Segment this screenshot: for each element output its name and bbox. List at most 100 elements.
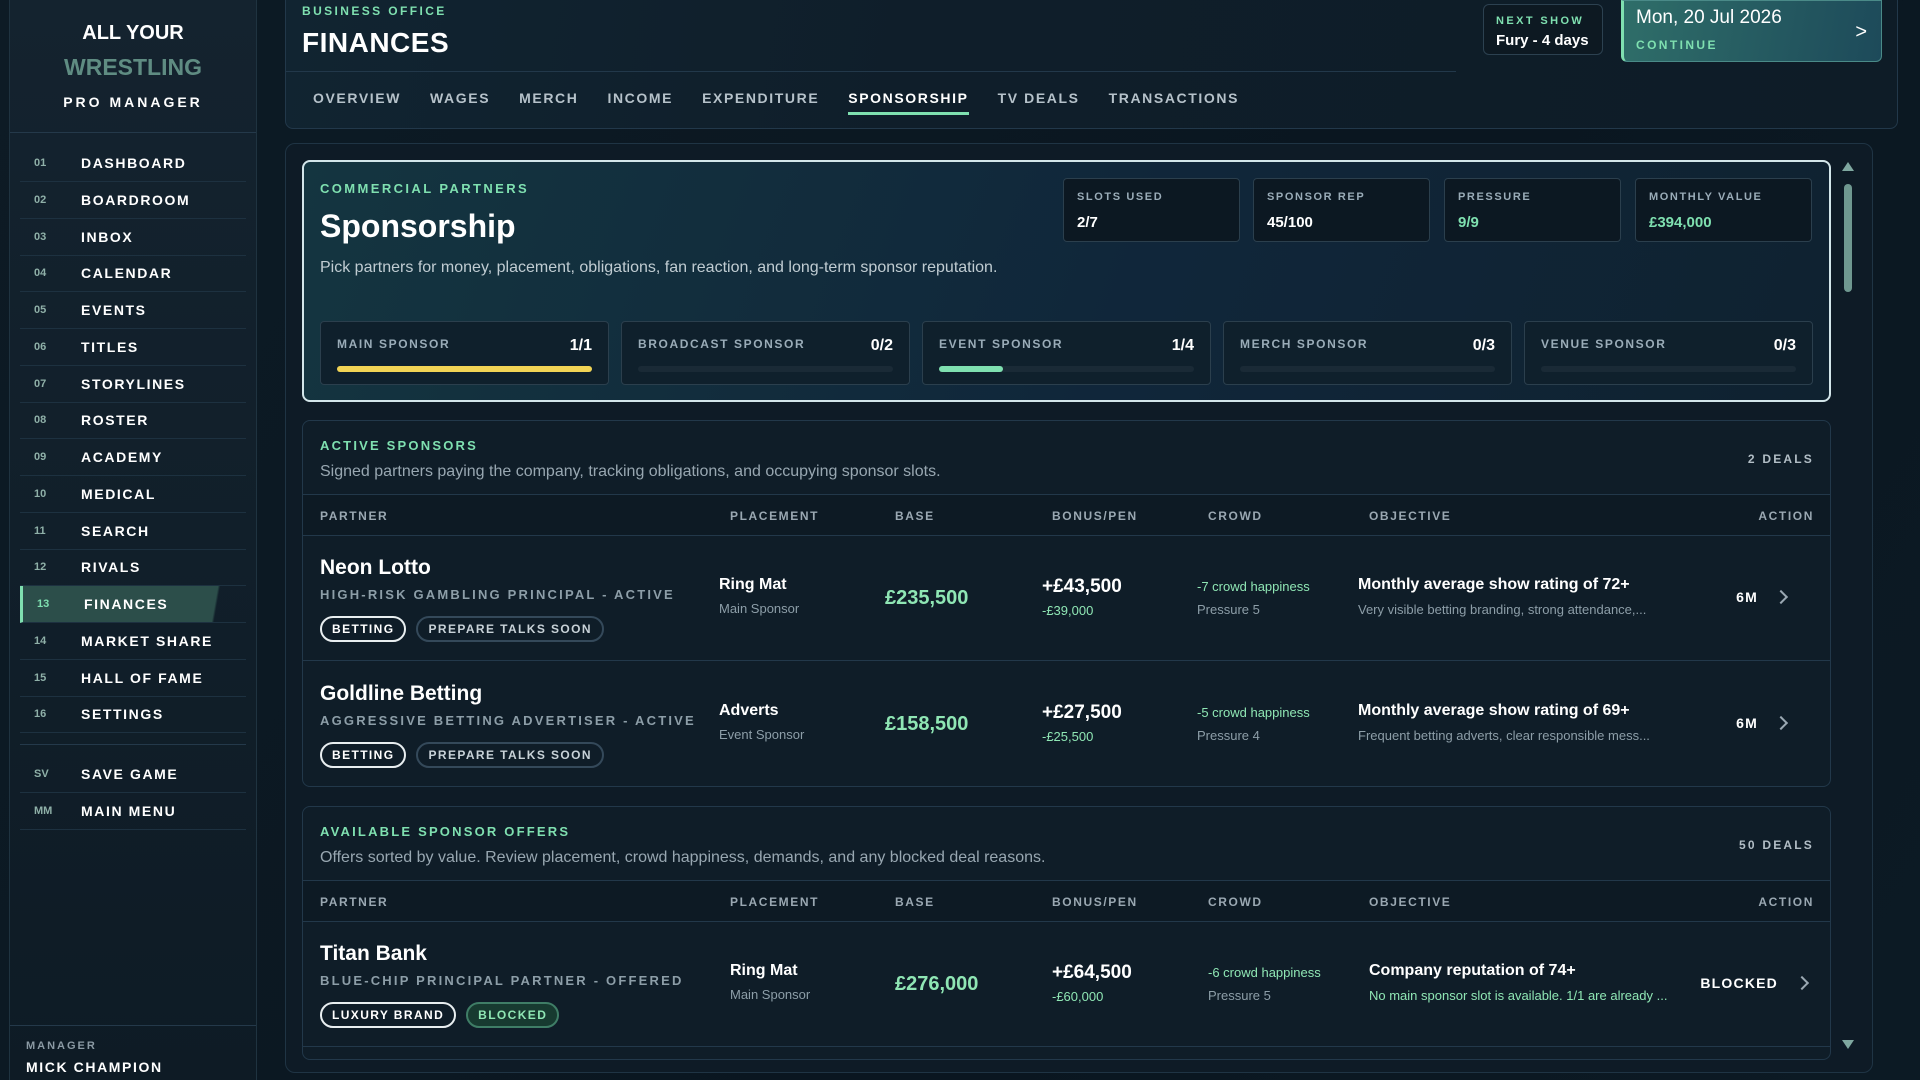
nav-key: 15 <box>34 671 47 684</box>
manager-name: MICK CHAMPION <box>26 1059 163 1075</box>
nav-item[interactable]: 03 INBOX <box>20 219 246 256</box>
placement-role: Event Sponsor <box>719 727 805 742</box>
chevron[interactable] <box>1773 589 1789 605</box>
stat-value: £394,000 <box>1649 214 1712 231</box>
nav-item[interactable]: 05 EVENTS <box>20 292 246 329</box>
divider <box>20 744 246 745</box>
nav-label: CALENDAR <box>81 265 173 282</box>
slot-card: BROADCAST SPONSOR 0/2 <box>621 321 910 385</box>
nav-label: HALL OF FAME <box>81 669 204 686</box>
overview-description: Pick partners for money, placement, obli… <box>320 259 998 276</box>
logo: ALL YOUR WRESTLING PRO MANAGER <box>10 0 256 133</box>
tags: BETTING PREPARE TALKS SOON <box>320 742 604 768</box>
tab[interactable]: EXPENDITURE <box>702 90 820 106</box>
nav-key: 13 <box>37 598 50 610</box>
stat-label: SLOTS USED <box>1077 191 1164 203</box>
nav-item[interactable]: 13 FINANCES <box>20 586 246 623</box>
nav-key: 03 <box>34 230 47 243</box>
scroll-down[interactable] <box>1842 1040 1854 1049</box>
nav-label: BOARDROOM <box>81 191 191 208</box>
action[interactable]: 6M <box>1736 589 1758 605</box>
nav-key: 12 <box>34 561 47 574</box>
table-header: PARTNER PLACEMENT BASE BONUS/PEN CROWD OBJECT… <box>303 880 1830 922</box>
nav-item[interactable]: 08 ROSTER <box>20 402 246 440</box>
nav-item[interactable]: 11 SEARCH <box>20 513 246 550</box>
bonus: +£43,500 <box>1042 576 1122 597</box>
slot-label: MERCH SPONSOR <box>1240 337 1369 351</box>
nav-item[interactable]: 15 HALL OF FAME <box>20 660 246 697</box>
sponsor-row[interactable]: Neon Lotto HIGH-RISK GAMBLING PRINCIPAL -… <box>303 536 1830 661</box>
column-header: BASE <box>895 895 935 909</box>
objective: Monthly average show rating of 72+ <box>1358 576 1630 593</box>
pressure: Pressure 4 <box>1197 728 1260 743</box>
nav-label: ACADEMY <box>81 449 163 465</box>
tab[interactable]: TV DEALS <box>997 90 1080 106</box>
penalty: -£25,500 <box>1042 729 1094 744</box>
crowd: -5 crowd happiness <box>1197 705 1310 720</box>
nav-item[interactable]: 07 STORYLINES <box>20 366 246 403</box>
slot-fill <box>939 366 1003 372</box>
action[interactable]: 6M <box>1736 715 1758 731</box>
stat-value: 2/7 <box>1077 214 1098 231</box>
nav-item[interactable]: 06 TITLES <box>20 329 246 366</box>
system-item[interactable]: SV SAVE GAME <box>20 756 246 793</box>
stat-label: MONTHLY VALUE <box>1649 191 1763 203</box>
column-header: PARTNER <box>320 895 389 909</box>
header-eyebrow: BUSINESS OFFICE <box>302 4 447 18</box>
tab[interactable]: INCOME <box>607 90 674 106</box>
column-header: ACTION <box>1758 895 1814 909</box>
deal-count: 2 DEALS <box>1747 452 1814 466</box>
tag: PREPARE TALKS SOON <box>416 616 604 642</box>
sponsor-row[interactable]: Titan Bank BLUE-CHIP PRINCIPAL PARTNER - … <box>303 922 1830 1047</box>
date: Mon, 20 Jul 2026 <box>1636 7 1782 28</box>
objective-detail: Frequent betting adverts, clear responsi… <box>1358 728 1650 743</box>
tab[interactable]: TRANSACTIONS <box>1108 90 1240 106</box>
nav-item[interactable]: 09 ACADEMY <box>20 439 246 476</box>
stat-card: SLOTS USED 2/7 <box>1063 178 1240 242</box>
logo-line: ALL YOUR <box>82 22 184 44</box>
column-header: CROWD <box>1208 509 1263 523</box>
nav-label: TITLES <box>81 338 139 355</box>
nav-item[interactable]: 16 SETTINGS <box>20 696 246 734</box>
penalty: -£60,000 <box>1052 989 1104 1004</box>
nav-item[interactable]: 01 DASHBOARD <box>20 145 246 182</box>
divider <box>286 71 1456 72</box>
column-header: BASE <box>895 509 935 523</box>
scroll-up[interactable] <box>1842 162 1854 171</box>
panel-description: Signed partners paying the company, trac… <box>320 463 941 480</box>
action[interactable]: BLOCKED <box>1700 975 1778 991</box>
nav-key: 10 <box>34 487 47 500</box>
tab[interactable]: WAGES <box>430 90 491 106</box>
panel-title: AVAILABLE SPONSOR OFFERS <box>320 824 571 839</box>
tabs: OVERVIEW WAGES MERCH INCOME EXPENDITURE SPONS… <box>313 90 1239 115</box>
slot-track <box>1541 366 1796 372</box>
continue-button[interactable]: Mon, 20 Jul 2026 CONTINUE > <box>1621 0 1882 62</box>
nav-label: INBOX <box>81 228 134 245</box>
system-item[interactable]: MM MAIN MENU <box>20 793 246 830</box>
nav-item[interactable]: 04 CALENDAR <box>20 255 246 293</box>
column-header: CROWD <box>1208 895 1263 909</box>
sponsor-row[interactable]: Goldline Betting AGGRESSIVE BETTING ADVER… <box>303 662 1830 786</box>
crowd: -7 crowd happiness <box>1197 579 1310 594</box>
placement-role: Main Sponsor <box>730 987 811 1002</box>
scrollbar[interactable] <box>1842 162 1854 1052</box>
stat-value: 9/9 <box>1458 214 1479 231</box>
tab[interactable]: SPONSORSHIP <box>848 90 969 115</box>
nav-item[interactable]: 10 MEDICAL <box>20 476 246 513</box>
nav-item[interactable]: 12 RIVALS <box>20 549 246 587</box>
pressure: Pressure 5 <box>1208 988 1271 1003</box>
nav-item[interactable]: 02 BOARDROOM <box>20 182 246 219</box>
partner-name: Titan Bank <box>320 942 427 965</box>
tab[interactable]: MERCH <box>519 90 579 106</box>
slot-value: 0/3 <box>1773 337 1796 354</box>
partner-subtitle: AGGRESSIVE BETTING ADVERTISER - ACTIVE <box>320 713 696 728</box>
column-header: ACTION <box>1758 509 1814 523</box>
placement: Adverts <box>719 702 779 719</box>
chevron[interactable] <box>1773 715 1789 731</box>
nav-label: MEDICAL <box>81 485 156 502</box>
chevron[interactable] <box>1794 975 1810 991</box>
scroll-thumb[interactable] <box>1844 184 1852 292</box>
nav-item[interactable]: 14 MARKET SHARE <box>20 623 246 660</box>
tab[interactable]: OVERVIEW <box>313 90 402 106</box>
